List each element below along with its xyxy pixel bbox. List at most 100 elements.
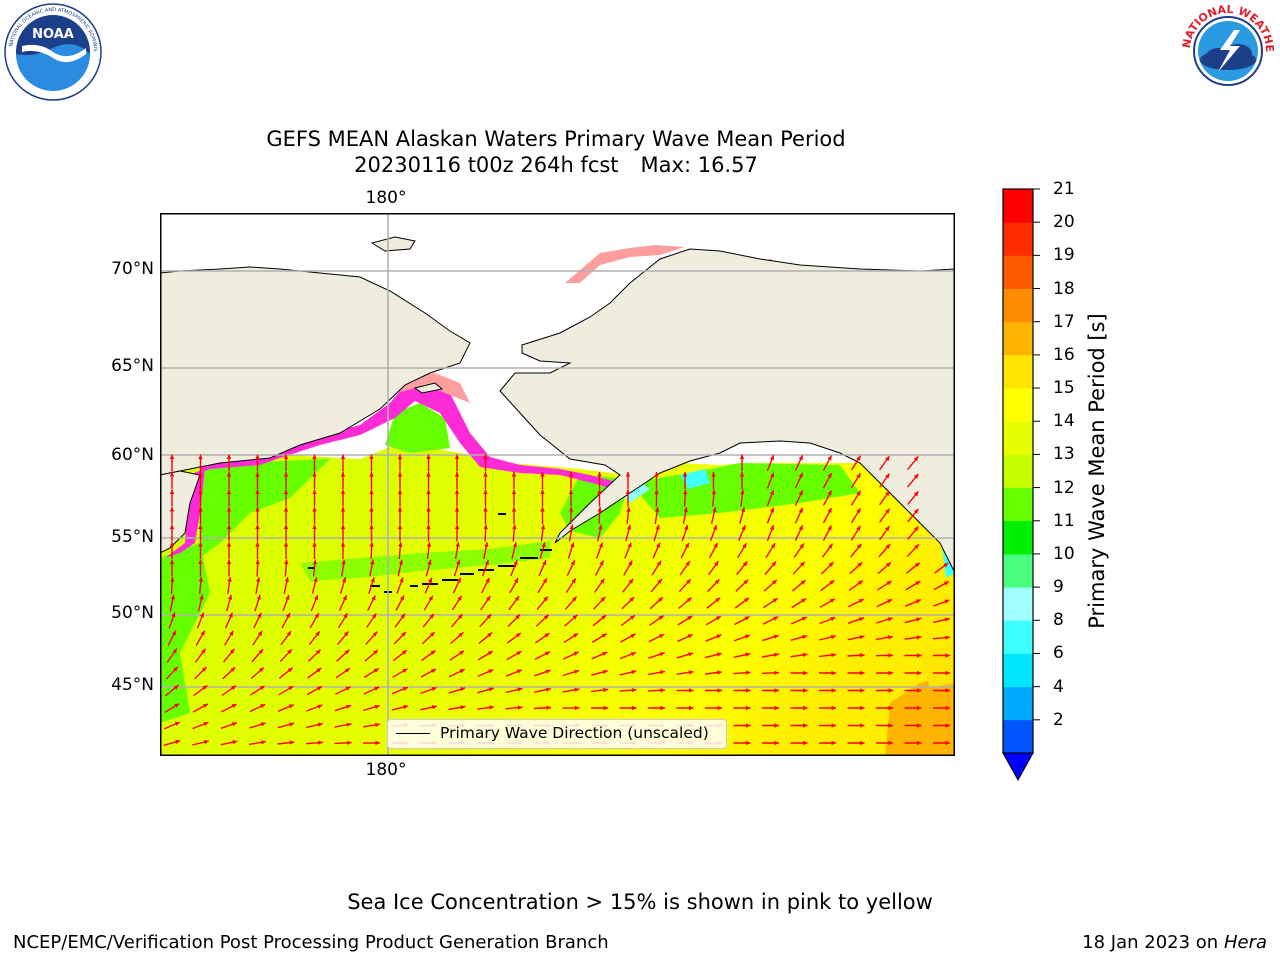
wave-arrow-head bbox=[175, 739, 181, 744]
wave-arrow-head bbox=[460, 705, 466, 710]
colorbar-frame bbox=[1002, 188, 1034, 754]
wave-arrow-head bbox=[314, 613, 319, 619]
wave-arrow-head bbox=[340, 454, 346, 459]
wave-arrow-head bbox=[774, 705, 779, 711]
wave-arrow-head bbox=[232, 722, 237, 727]
wave-arrow-head bbox=[169, 542, 175, 547]
wave-arrow-head bbox=[803, 723, 808, 728]
wave-arrow-head bbox=[283, 454, 289, 459]
wave-arrow-head bbox=[228, 612, 233, 618]
wave-arrow-head bbox=[397, 454, 403, 459]
wave-arrow-head bbox=[317, 686, 322, 691]
wave-arrow-head bbox=[803, 670, 808, 676]
wave-arrow-head bbox=[454, 507, 460, 512]
wave-arrow-head bbox=[284, 559, 289, 565]
wave-arrow-head bbox=[711, 472, 716, 477]
wave-arrow-head bbox=[917, 723, 922, 728]
colorbar-tick-label: 14 bbox=[1053, 411, 1075, 432]
wave-arrow-head bbox=[774, 688, 779, 693]
wave-arrow-head bbox=[397, 472, 403, 477]
wave-arrow-head bbox=[198, 454, 203, 459]
wave-arrow-head bbox=[485, 577, 490, 583]
wave-arrow-head bbox=[426, 542, 432, 547]
wave-arrow-head bbox=[286, 631, 291, 636]
orange-region bbox=[885, 673, 955, 756]
wave-arrow-head bbox=[713, 543, 718, 548]
wave-arrow-head bbox=[373, 668, 379, 673]
wave-arrow-head bbox=[945, 688, 950, 693]
map-legend: Primary Wave Direction (unscaled) bbox=[387, 719, 727, 749]
wave-arrow-head bbox=[457, 595, 462, 601]
wave-arrow-head bbox=[945, 705, 950, 711]
wave-arrow-head bbox=[831, 670, 836, 676]
lat-label-65: 65°N bbox=[111, 356, 154, 376]
wave-arrow-head bbox=[200, 630, 205, 636]
wave-arrow-head bbox=[169, 472, 175, 477]
wave-arrow-head bbox=[660, 670, 665, 675]
wave-arrow-head bbox=[511, 507, 517, 512]
wave-arrow-head bbox=[714, 579, 720, 585]
wave-arrow-head bbox=[345, 668, 350, 673]
wave-arrow-head bbox=[774, 740, 779, 746]
wave-arrow-head bbox=[426, 489, 431, 494]
wave-arrow-head bbox=[372, 613, 377, 619]
wave-arrow-head bbox=[458, 614, 463, 619]
wave-arrow-head bbox=[772, 579, 777, 585]
wave-arrow-head bbox=[198, 507, 203, 512]
wave-arrow-head bbox=[346, 704, 352, 709]
wave-arrow-head bbox=[745, 652, 751, 657]
wave-arrow-head bbox=[312, 454, 317, 459]
wave-arrow-head bbox=[312, 542, 317, 547]
wave-arrow-head bbox=[660, 705, 665, 711]
wave-arrow-head bbox=[944, 581, 949, 586]
wave-arrow-head bbox=[570, 560, 575, 566]
wave-arrow-head bbox=[545, 651, 551, 656]
wave-arrow-head bbox=[255, 524, 260, 529]
wave-arrow-head bbox=[202, 685, 208, 690]
wave-arrow-head bbox=[402, 687, 408, 691]
wave-arrow-head bbox=[230, 667, 236, 672]
footer-host: Hera bbox=[1223, 932, 1267, 953]
wave-arrow-head bbox=[318, 740, 323, 745]
wave-arrow-head bbox=[655, 524, 660, 530]
wave-arrow-head bbox=[313, 577, 318, 583]
wave-arrow-head bbox=[827, 455, 832, 461]
wave-arrow-head bbox=[226, 454, 232, 459]
wave-arrow-head bbox=[375, 722, 380, 728]
wave-arrow-head bbox=[515, 632, 521, 638]
wave-arrow-head bbox=[628, 560, 633, 566]
wave-arrow-head bbox=[602, 651, 608, 656]
wave-arrow-head bbox=[516, 651, 522, 656]
wave-arrow-head bbox=[256, 577, 261, 582]
wave-arrow-head bbox=[489, 705, 494, 710]
wave-arrow-head bbox=[426, 507, 431, 512]
wave-arrow-head bbox=[829, 580, 835, 585]
colorbar bbox=[1002, 188, 1040, 782]
wave-arrow-head bbox=[888, 740, 893, 746]
wave-arrow-head bbox=[717, 688, 722, 693]
colorbar-tick-label: 10 bbox=[1053, 543, 1075, 564]
wave-arrow-head bbox=[885, 491, 890, 496]
wave-arrow-head bbox=[774, 670, 779, 675]
wave-arrow-head bbox=[399, 577, 404, 583]
wave-arrow-head bbox=[432, 705, 437, 710]
wave-arrow-head bbox=[540, 489, 545, 494]
wave-arrow-head bbox=[288, 686, 294, 691]
colorbar-tick-label: 11 bbox=[1053, 510, 1075, 531]
graticule bbox=[160, 213, 955, 756]
lat-label-60: 60°N bbox=[111, 445, 154, 465]
wave-arrow-head bbox=[369, 472, 374, 477]
wave-arrow-head bbox=[657, 579, 662, 584]
wave-arrow-head bbox=[601, 615, 607, 620]
wave-period-field bbox=[160, 443, 955, 756]
wave-arrow-head bbox=[654, 507, 660, 512]
wave-arrow-head bbox=[289, 740, 295, 745]
wave-arrow-head bbox=[568, 489, 574, 494]
lon-label-bottom: 180° bbox=[365, 760, 407, 780]
wave-arrow-head bbox=[659, 634, 665, 639]
wave-arrow-head bbox=[827, 490, 832, 496]
sea-ice-note: Sea Ice Concentration > 15% is shown in … bbox=[347, 890, 933, 914]
wave-arrow-head bbox=[913, 456, 919, 462]
sea-ice-arctic bbox=[565, 245, 685, 283]
wave-arrow-head bbox=[745, 670, 751, 675]
